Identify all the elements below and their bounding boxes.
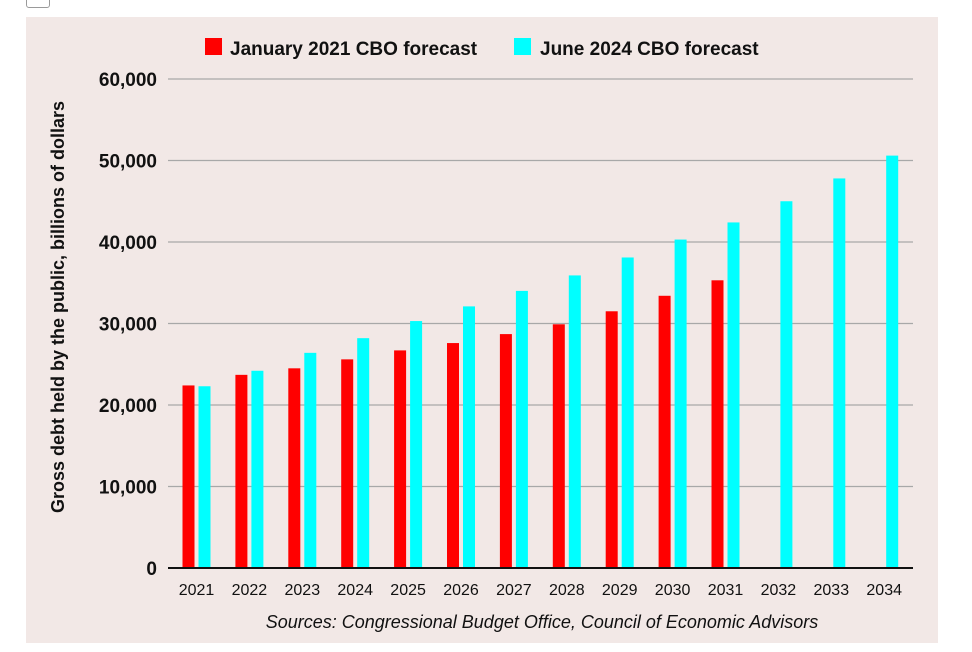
y-tick-label: 0 xyxy=(146,559,157,580)
bars xyxy=(182,155,899,569)
bar-jan2021-2026 xyxy=(447,343,459,568)
y-tick-label: 30,000 xyxy=(99,315,157,336)
bar-jun2024-2026 xyxy=(463,306,475,568)
bar-jun2024-2030 xyxy=(674,239,687,568)
y-tick-label: 40,000 xyxy=(99,233,157,254)
y-tick-label: 50,000 xyxy=(99,152,157,173)
gridlines xyxy=(168,78,913,488)
x-tick-label: 2025 xyxy=(390,582,426,599)
bar-jan2021-2029 xyxy=(605,311,618,568)
bar-jan2021-2030 xyxy=(658,295,671,568)
bar-jun2024-2021 xyxy=(198,386,211,568)
y-tick-label: 60,000 xyxy=(99,70,157,91)
x-tick-label: 2030 xyxy=(655,582,691,599)
x-tick-label: 2023 xyxy=(285,582,321,599)
bar-jan2021-2022 xyxy=(235,374,248,568)
legend-swatch-june-2024 xyxy=(514,38,531,55)
x-tick-label: 2027 xyxy=(496,582,532,599)
x-tick-label: 2031 xyxy=(708,582,744,599)
bar-jan2021-2028 xyxy=(552,324,565,568)
x-tick-labels: 2021 2022 2023 2024 2025 2026 2027 2028 2029 2030… xyxy=(179,582,902,599)
legend: January 2021 CBO forecast June 2024 CBO … xyxy=(205,38,759,60)
bar-jun2024-2029 xyxy=(621,257,634,568)
bar-jun2024-2032 xyxy=(780,201,793,568)
legend-label-january-2021: January 2021 CBO forecast xyxy=(230,39,478,60)
bar-jan2021-2031 xyxy=(711,280,724,568)
bar-jan2021-2023 xyxy=(288,368,301,568)
x-tick-label: 2022 xyxy=(232,582,268,599)
x-tick-label: 2032 xyxy=(761,582,797,599)
bar-jun2024-2022 xyxy=(251,370,264,568)
bar-jun2024-2033 xyxy=(833,178,846,568)
x-tick-label: 2028 xyxy=(549,582,585,599)
bar-jun2024-2031 xyxy=(727,222,740,568)
bar-jun2024-2024 xyxy=(357,338,370,568)
bar-jun2024-2034 xyxy=(886,155,899,569)
bar-jan2021-2027 xyxy=(499,334,512,568)
x-tick-label: 2034 xyxy=(866,582,902,599)
corner-checkbox xyxy=(26,0,50,8)
y-axis-label: Gross debt held by the public, billions … xyxy=(48,101,68,513)
x-tick-label: 2026 xyxy=(443,582,479,599)
legend-swatch-january-2021 xyxy=(205,38,222,55)
bar-jun2024-2025 xyxy=(410,321,423,568)
legend-label-june-2024: June 2024 CBO forecast xyxy=(540,39,759,60)
bar-jan2021-2024 xyxy=(341,359,354,568)
x-tick-label: 2021 xyxy=(179,582,215,599)
x-tick-label: 2033 xyxy=(814,582,850,599)
y-tick-labels: 0 10,000 20,000 30,000 40,000 50,000 60,000 xyxy=(99,70,157,580)
bar-jun2024-2028 xyxy=(568,275,581,568)
source-note: Sources: Congressional Budget Office, Co… xyxy=(266,612,819,632)
y-tick-label: 10,000 xyxy=(99,478,157,499)
bar-jun2024-2027 xyxy=(515,290,528,568)
bar-jan2021-2025 xyxy=(394,350,407,568)
x-tick-label: 2029 xyxy=(602,582,638,599)
bar-jan2021-2021 xyxy=(182,385,195,568)
x-tick-label: 2024 xyxy=(337,582,373,599)
y-tick-label: 20,000 xyxy=(99,396,157,417)
bar-jun2024-2023 xyxy=(304,352,317,568)
